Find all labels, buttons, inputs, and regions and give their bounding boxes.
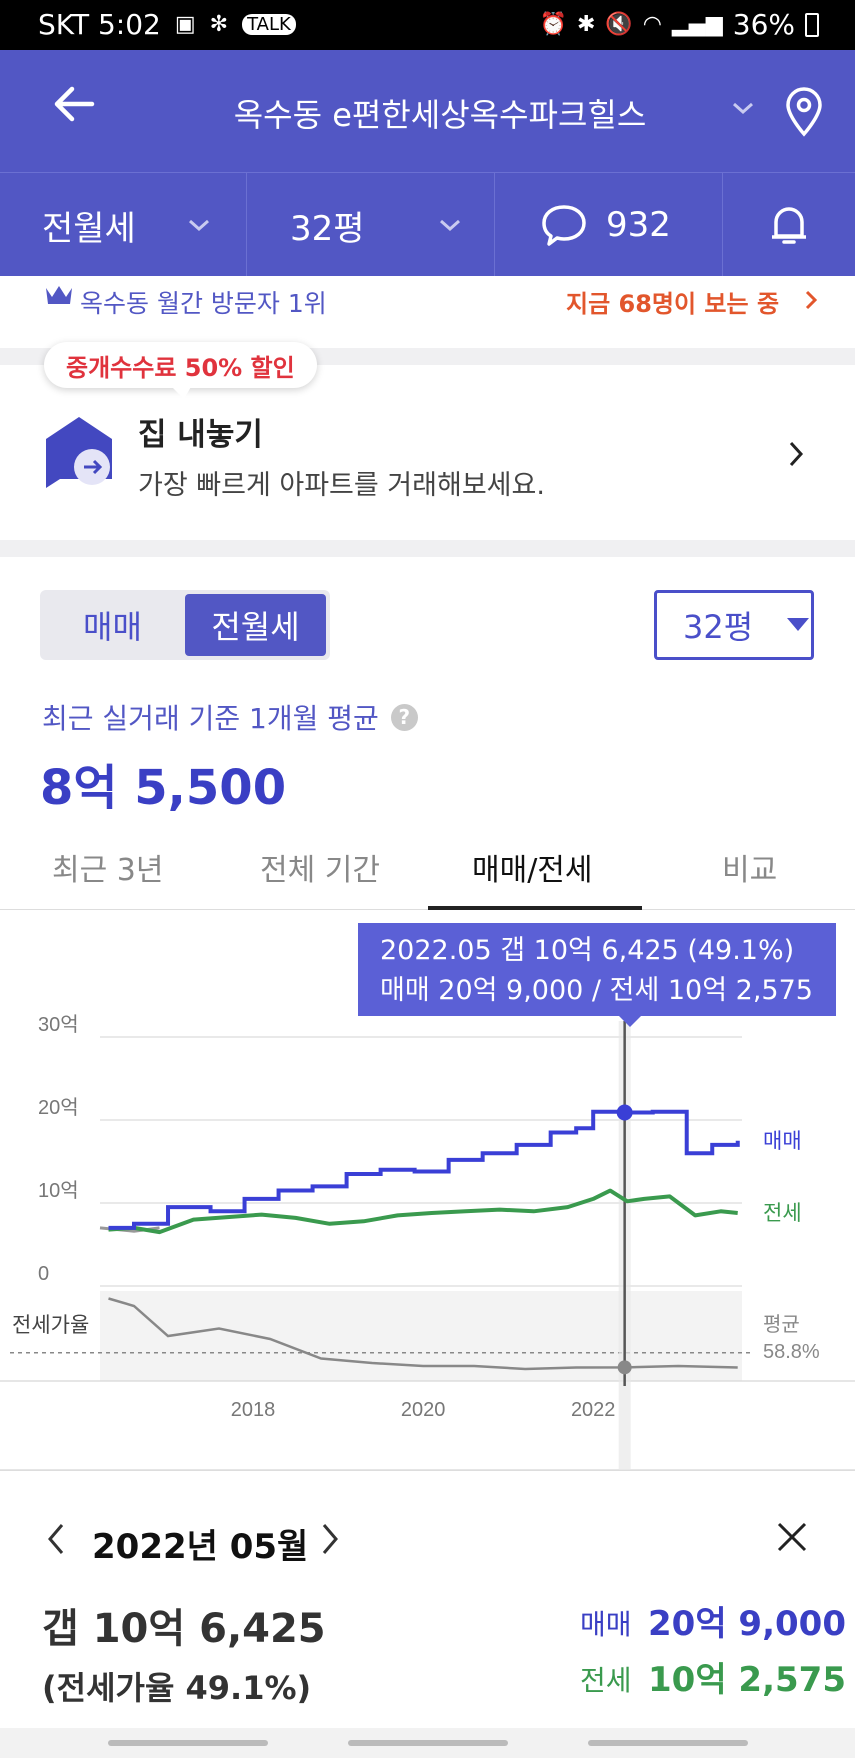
trade-type-label: 전월세 bbox=[42, 208, 136, 249]
wifi-icon: ◠ bbox=[642, 12, 662, 37]
talk-icon: TALK bbox=[242, 14, 296, 35]
sale-highlight-point bbox=[616, 1104, 633, 1121]
section-divider bbox=[0, 540, 855, 557]
price-summary-value: 8억 5,500 bbox=[40, 760, 287, 816]
house-arrow-icon bbox=[46, 417, 112, 488]
price-summary-label: 최근 실거래 기준 1개월 평균 ? bbox=[42, 697, 418, 737]
average-value: 58.8% bbox=[763, 1341, 820, 1363]
jeonse-value: 10억 2,575 bbox=[648, 1660, 846, 1700]
average-label: 평균 bbox=[763, 1313, 800, 1336]
sale-label: 매매 bbox=[580, 1608, 632, 1641]
tooltip-line-2: 매매 20억 9,000 / 전세 10억 2,575 bbox=[380, 975, 813, 1006]
month-label: 2022년 05월 bbox=[92, 1527, 309, 1567]
chevron-down-icon bbox=[439, 219, 460, 232]
ratio-axis-label: 전세가율 bbox=[12, 1314, 89, 1337]
gallery-icon: ▣ bbox=[174, 12, 196, 37]
system-nav-bar bbox=[0, 1728, 855, 1758]
status-left: SKT 5:02 ▣ ✻ TALK bbox=[38, 8, 296, 41]
commission-discount-badge: 중개수수료 50% 할인 bbox=[44, 342, 317, 388]
series-line-sale bbox=[108, 1109, 740, 1230]
tab-all-period[interactable]: 전체 기간 bbox=[260, 853, 380, 888]
jeonse-label: 전세 bbox=[580, 1664, 632, 1697]
alarm-icon: ⏰ bbox=[539, 12, 567, 37]
promo-title: 집 내놓기 bbox=[138, 417, 263, 453]
comments-button[interactable]: 932 bbox=[540, 173, 720, 277]
help-icon[interactable]: ? bbox=[390, 703, 418, 731]
nav-back[interactable] bbox=[588, 1740, 748, 1746]
sale-value: 20억 9,000 bbox=[648, 1604, 846, 1644]
detail-panel: 2022년 05월 갭 10억 6,425 (전세가율 49.1%) 매매 20… bbox=[0, 1470, 855, 1758]
live-viewers-link[interactable]: 지금 68명이 보는 중 bbox=[566, 290, 780, 318]
tab-compare[interactable]: 비교 bbox=[722, 853, 778, 888]
promo-subtitle: 가장 빠르게 아파트를 거래해보세요. bbox=[138, 470, 545, 501]
chart-tabs: 최근 3년 전체 기간 매매/전세 비교 bbox=[0, 825, 855, 910]
x-tick-label: 2022 bbox=[571, 1399, 616, 1421]
bell-icon[interactable] bbox=[766, 201, 812, 249]
active-tab-indicator bbox=[428, 906, 642, 910]
chevron-right-icon[interactable] bbox=[803, 288, 819, 312]
gap-value: 갭 10억 6,425 bbox=[42, 1606, 326, 1652]
divider bbox=[494, 173, 495, 277]
nav-home[interactable] bbox=[348, 1740, 508, 1746]
divider bbox=[246, 173, 247, 277]
caret-down-icon bbox=[787, 618, 810, 631]
app-header: 옥수동 e편한세상옥수파크힐스 bbox=[0, 50, 855, 172]
crown-icon bbox=[46, 286, 72, 304]
tooltip-pointer bbox=[618, 1015, 642, 1027]
bluetooth-icon: ✱ bbox=[576, 12, 596, 37]
tab-recent-3y[interactable]: 최근 3년 bbox=[52, 853, 164, 888]
segment-option-sale[interactable]: 매매 bbox=[83, 608, 142, 646]
chevron-down-icon bbox=[188, 219, 209, 232]
x-tick-label: 2020 bbox=[401, 1399, 446, 1421]
mute-icon: 🔇 bbox=[605, 12, 633, 37]
price-summary-caption: 최근 실거래 기준 1개월 평균 bbox=[42, 702, 379, 735]
trade-type-segment: 매매 전월세 bbox=[40, 590, 330, 660]
page-title[interactable]: 옥수동 e편한세상옥수파크힐스 bbox=[233, 96, 647, 134]
segment-option-rent[interactable]: 전월세 bbox=[185, 594, 326, 656]
trade-type-select[interactable]: 전월세 bbox=[42, 173, 242, 277]
chevron-right-icon bbox=[789, 441, 804, 467]
y-tick-label: 0 bbox=[38, 1263, 49, 1285]
legend-label-sale: 매매 bbox=[763, 1130, 802, 1153]
battery-percent: 36% bbox=[732, 8, 795, 41]
signal-icon: ▂▄▆ bbox=[672, 12, 723, 37]
y-tick-label: 20억 bbox=[38, 1096, 79, 1119]
filter-bar: 전월세 32평 932 bbox=[0, 172, 855, 277]
chevron-down-icon[interactable] bbox=[730, 98, 756, 118]
network-icon: ✻ bbox=[209, 12, 229, 37]
info-bar: 옥수동 월간 방문자 1위 지금 68명이 보는 중 bbox=[0, 276, 855, 348]
jeonse-ratio-value: (전세가율 49.1%) bbox=[42, 1669, 312, 1707]
size-filter-select[interactable]: 32평 bbox=[290, 173, 470, 277]
size-filter-label: 32평 bbox=[290, 208, 365, 249]
chevron-right-icon[interactable] bbox=[318, 1521, 342, 1557]
y-tick-label: 30억 bbox=[38, 1013, 79, 1036]
series-line-jeonse bbox=[108, 1188, 738, 1235]
speech-bubble-icon bbox=[542, 205, 586, 246]
sell-home-banner[interactable]: 집 내놓기 가장 빠르게 아파트를 거래해보세요. bbox=[0, 365, 855, 540]
bubble-tail bbox=[170, 385, 192, 399]
comments-count: 932 bbox=[606, 205, 671, 245]
status-bar: SKT 5:02 ▣ ✻ TALK ⏰ ✱ 🔇 ◠ ▂▄▆ 36% bbox=[0, 0, 855, 50]
size-select-value: 32평 bbox=[683, 608, 754, 646]
battery-icon bbox=[805, 12, 819, 37]
size-select[interactable]: 32평 bbox=[654, 590, 814, 660]
location-pin-icon[interactable] bbox=[782, 86, 826, 138]
ratio-highlight-point bbox=[617, 1360, 632, 1375]
y-tick-label: 10억 bbox=[38, 1179, 79, 1202]
visitor-rank-text: 옥수동 월간 방문자 1위 bbox=[80, 289, 327, 318]
legend-label-jeonse: 전세 bbox=[763, 1202, 802, 1225]
x-tick-label: 2018 bbox=[231, 1399, 276, 1421]
tooltip-line-1: 2022.05 갭 10억 6,425 (49.1%) bbox=[380, 935, 795, 966]
nav-recents[interactable] bbox=[108, 1740, 268, 1746]
back-button[interactable] bbox=[48, 78, 108, 138]
close-icon[interactable] bbox=[776, 1521, 808, 1553]
chevron-left-icon[interactable] bbox=[44, 1521, 68, 1557]
chart-tooltip: 2022.05 갭 10억 6,425 (49.1%) 매매 20억 9,000… bbox=[358, 923, 836, 1016]
status-carrier-time: SKT 5:02 bbox=[38, 8, 161, 41]
arrow-left-icon bbox=[54, 86, 95, 122]
tab-sale-jeonse[interactable]: 매매/전세 bbox=[472, 853, 593, 888]
status-right: ⏰ ✱ 🔇 ◠ ▂▄▆ 36% bbox=[540, 8, 819, 41]
divider bbox=[722, 173, 723, 277]
